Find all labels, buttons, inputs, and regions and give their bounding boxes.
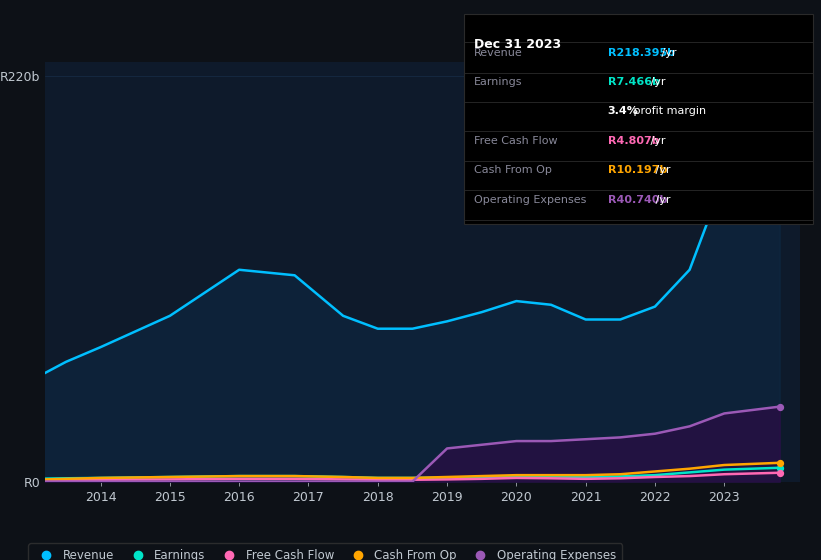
Text: /yr: /yr xyxy=(647,136,665,146)
Point xyxy=(773,463,787,472)
Text: Revenue: Revenue xyxy=(474,48,522,58)
Text: R4.807b: R4.807b xyxy=(608,136,659,146)
Text: R7.466b: R7.466b xyxy=(608,77,659,87)
Text: Operating Expenses: Operating Expenses xyxy=(474,195,586,204)
Text: /yr: /yr xyxy=(647,77,665,87)
Text: Earnings: Earnings xyxy=(474,77,522,87)
Text: profit margin: profit margin xyxy=(630,106,706,116)
Text: R218.395b: R218.395b xyxy=(608,48,675,58)
Text: /yr: /yr xyxy=(658,48,677,58)
Point xyxy=(773,402,787,411)
Text: Dec 31 2023: Dec 31 2023 xyxy=(474,38,561,50)
Text: /yr: /yr xyxy=(652,195,671,204)
Text: 3.4%: 3.4% xyxy=(608,106,639,116)
Text: Free Cash Flow: Free Cash Flow xyxy=(474,136,557,146)
Text: R10.197b: R10.197b xyxy=(608,165,667,175)
Point xyxy=(773,76,787,85)
Legend: Revenue, Earnings, Free Cash Flow, Cash From Op, Operating Expenses: Revenue, Earnings, Free Cash Flow, Cash … xyxy=(29,543,622,560)
Text: /yr: /yr xyxy=(652,165,671,175)
Point xyxy=(773,458,787,467)
Text: R40.740b: R40.740b xyxy=(608,195,667,204)
Point xyxy=(773,468,787,477)
Text: Cash From Op: Cash From Op xyxy=(474,165,552,175)
